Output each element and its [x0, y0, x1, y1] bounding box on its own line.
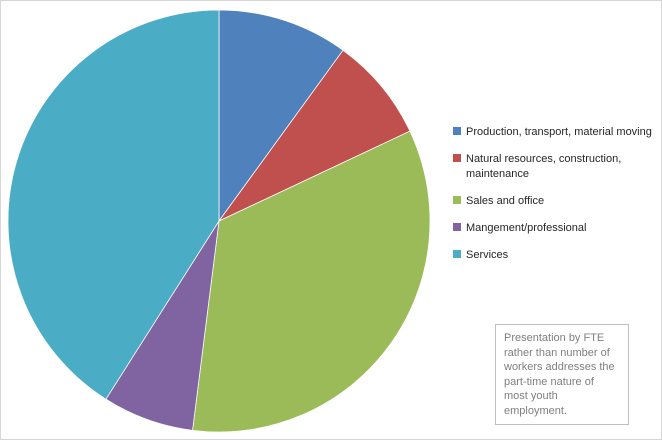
legend-label: Production, transport, material moving: [466, 126, 652, 138]
legend-label: Services: [466, 249, 509, 262]
chart-legend: Production, transport, material moving N…: [453, 125, 661, 263]
legend-swatch-icon: [453, 195, 461, 204]
legend-item: Natural resources, construction, mainten…: [453, 152, 661, 181]
legend-item: Services: [453, 248, 661, 262]
pie-slice-services: [7, 9, 220, 400]
legend-item: Production, transport, material moving: [453, 125, 661, 139]
pie-slice-sales-and-office: [192, 130, 431, 433]
legend-swatch-icon: [453, 250, 461, 259]
annotation-text: Presentation by FTE rather than number o…: [504, 332, 615, 417]
legend-swatch-icon: [453, 127, 461, 135]
pie-slice-natural-resources-construction-maintenance: [218, 49, 411, 222]
legend-item: Sales and office: [453, 194, 661, 208]
legend-swatch-icon: [453, 223, 461, 232]
pie-plot-area: [7, 9, 431, 433]
pie-slice-production-transport-material-moving: [218, 9, 344, 223]
chart-annotation: Presentation by FTE rather than number o…: [495, 324, 629, 426]
legend-item: Mangement/professional: [453, 221, 661, 235]
legend-label: Sales and office: [466, 194, 545, 207]
legend-label: Mangement/professional: [466, 222, 587, 235]
legend-label: Natural resources, construction, mainten…: [466, 153, 622, 180]
legend-swatch-icon: [453, 154, 461, 163]
